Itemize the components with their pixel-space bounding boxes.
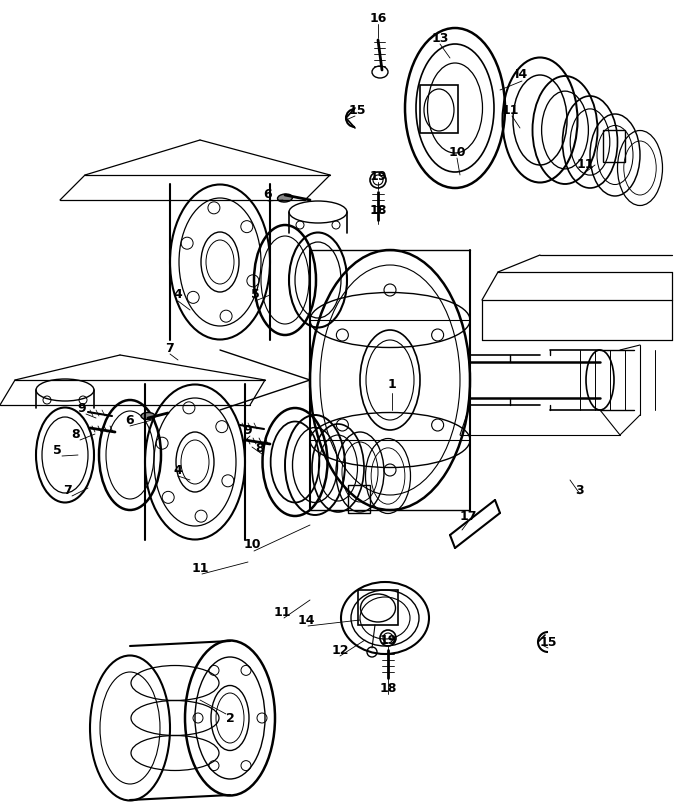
Text: 15: 15 xyxy=(539,635,557,649)
Text: 11: 11 xyxy=(273,605,291,618)
Text: 4: 4 xyxy=(174,289,183,301)
Text: 3: 3 xyxy=(576,484,584,496)
Text: 10: 10 xyxy=(244,538,261,551)
Text: 12: 12 xyxy=(331,643,349,657)
Text: I4: I4 xyxy=(515,69,529,81)
Text: 5: 5 xyxy=(250,289,259,301)
Text: 13: 13 xyxy=(432,31,449,44)
Text: 1: 1 xyxy=(388,379,396,392)
Text: 2: 2 xyxy=(226,712,235,725)
Text: 11: 11 xyxy=(576,159,594,172)
Text: 17: 17 xyxy=(459,509,477,522)
Bar xyxy=(420,85,458,133)
Text: 8: 8 xyxy=(72,429,80,442)
Text: 6: 6 xyxy=(264,189,272,202)
Text: 15: 15 xyxy=(348,103,366,117)
Text: 8: 8 xyxy=(256,442,264,455)
Text: 18: 18 xyxy=(369,203,386,217)
Text: 4: 4 xyxy=(174,463,183,476)
Bar xyxy=(348,485,370,513)
Text: 19: 19 xyxy=(369,169,386,182)
Text: 7: 7 xyxy=(64,484,73,496)
Text: 11: 11 xyxy=(192,562,209,575)
Ellipse shape xyxy=(278,194,293,202)
Text: 10: 10 xyxy=(448,146,466,159)
Text: 9: 9 xyxy=(78,401,86,414)
Text: 18: 18 xyxy=(380,682,397,695)
Text: 9: 9 xyxy=(244,423,252,437)
Text: 14: 14 xyxy=(298,613,315,626)
Text: 16: 16 xyxy=(369,11,386,24)
Ellipse shape xyxy=(141,413,155,419)
Text: 11: 11 xyxy=(501,103,518,117)
Bar xyxy=(358,590,398,625)
Text: 6: 6 xyxy=(126,413,134,426)
Bar xyxy=(603,130,625,162)
Text: 5: 5 xyxy=(53,443,62,456)
Text: 19: 19 xyxy=(380,634,397,646)
Text: 7: 7 xyxy=(166,342,174,355)
